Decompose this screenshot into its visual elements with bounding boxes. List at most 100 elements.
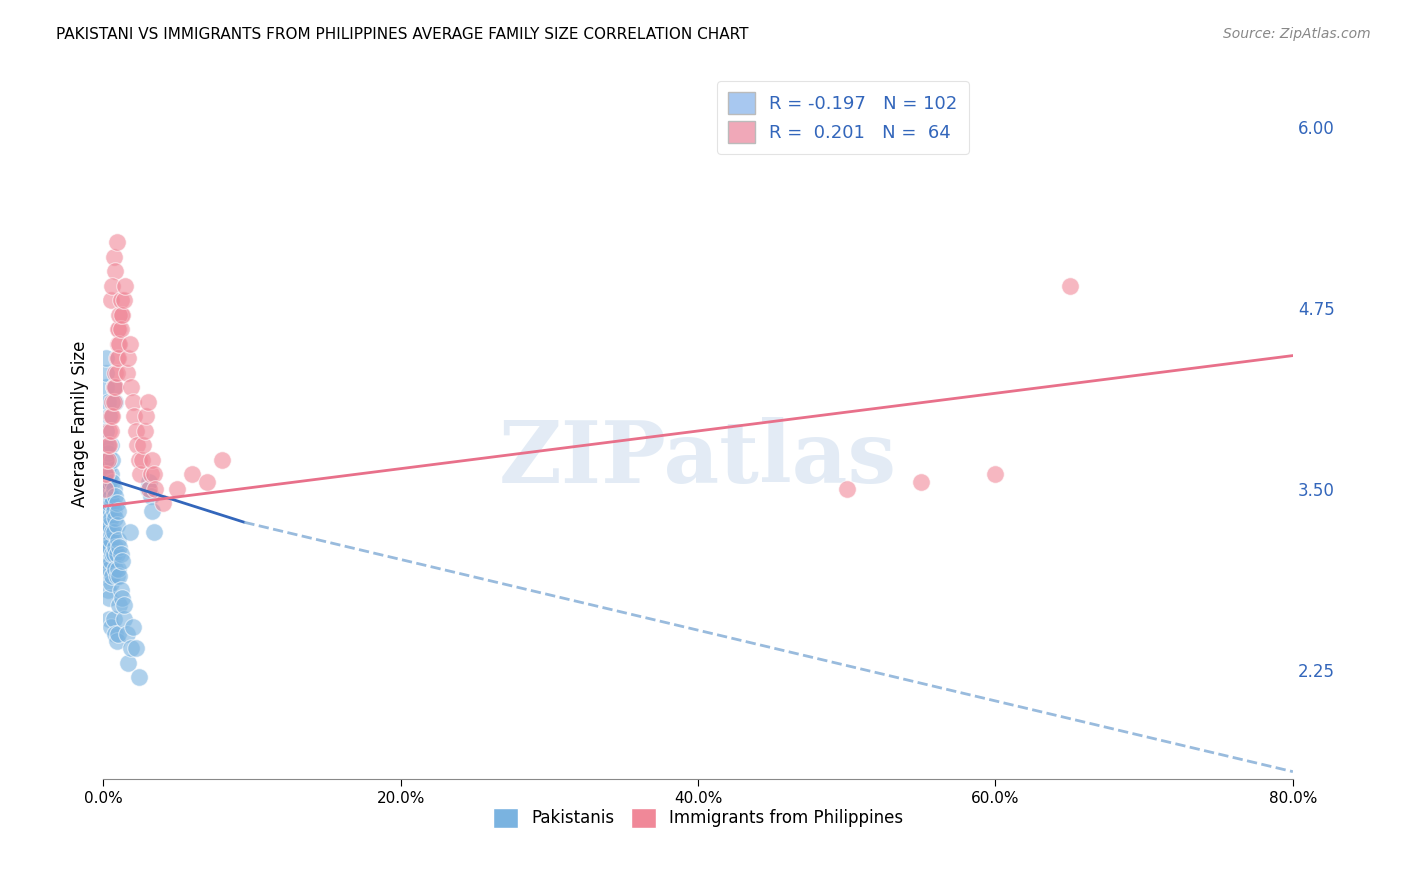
Point <box>100 576 122 591</box>
Point <box>128 453 150 467</box>
Point <box>98 475 121 489</box>
Point <box>128 670 150 684</box>
Point <box>98 562 121 576</box>
Point <box>97 438 120 452</box>
Point <box>120 641 142 656</box>
Point <box>104 380 127 394</box>
Point <box>103 612 125 626</box>
Point <box>103 380 125 394</box>
Point <box>105 235 128 250</box>
Point <box>107 504 129 518</box>
Point <box>111 308 134 322</box>
Point <box>103 395 125 409</box>
Point <box>108 322 131 336</box>
Point <box>136 482 159 496</box>
Point <box>107 322 129 336</box>
Point <box>104 264 127 278</box>
Point <box>108 337 131 351</box>
Point <box>104 395 127 409</box>
Point <box>94 554 117 568</box>
Point <box>100 293 122 308</box>
Point <box>100 438 122 452</box>
Point <box>118 525 141 540</box>
Point <box>104 511 127 525</box>
Point <box>141 453 163 467</box>
Point <box>107 562 129 576</box>
Text: Source: ZipAtlas.com: Source: ZipAtlas.com <box>1223 27 1371 41</box>
Point <box>93 467 115 482</box>
Point <box>122 395 145 409</box>
Point <box>104 489 127 503</box>
Point <box>143 482 166 496</box>
Text: ZIPatlas: ZIPatlas <box>499 417 897 501</box>
Point <box>93 475 115 489</box>
Point <box>118 337 141 351</box>
Point <box>105 569 128 583</box>
Point <box>101 409 124 424</box>
Point <box>93 533 115 547</box>
Point <box>142 467 165 482</box>
Point <box>93 450 115 464</box>
Point <box>97 525 120 540</box>
Point <box>105 351 128 366</box>
Point <box>100 467 122 482</box>
Point <box>112 598 135 612</box>
Point <box>108 540 131 554</box>
Point <box>97 482 120 496</box>
Point <box>94 467 117 482</box>
Point <box>97 583 120 598</box>
Point <box>138 482 160 496</box>
Point <box>195 475 218 489</box>
Point <box>93 540 115 554</box>
Point <box>112 293 135 308</box>
Point <box>211 453 233 467</box>
Point <box>181 467 204 482</box>
Point <box>98 612 121 626</box>
Point <box>112 612 135 626</box>
Point <box>101 475 124 489</box>
Point <box>98 518 121 533</box>
Point <box>105 547 128 561</box>
Point <box>142 525 165 540</box>
Text: PAKISTANI VS IMMIGRANTS FROM PHILIPPINES AVERAGE FAMILY SIZE CORRELATION CHART: PAKISTANI VS IMMIGRANTS FROM PHILIPPINES… <box>56 27 749 42</box>
Point <box>107 351 129 366</box>
Point <box>94 366 117 380</box>
Point <box>94 496 117 510</box>
Point <box>125 641 148 656</box>
Point <box>103 250 125 264</box>
Point <box>108 569 131 583</box>
Point <box>101 395 124 409</box>
Point <box>139 467 162 482</box>
Point <box>94 467 117 482</box>
Point <box>98 424 121 438</box>
Point <box>117 656 139 670</box>
Point <box>100 511 122 525</box>
Point <box>115 627 138 641</box>
Point <box>93 482 115 496</box>
Point <box>124 409 146 424</box>
Point <box>93 518 115 533</box>
Point <box>110 322 132 336</box>
Point <box>98 540 121 554</box>
Point <box>132 438 155 452</box>
Point <box>105 634 128 648</box>
Point <box>166 482 188 496</box>
Point <box>97 540 120 554</box>
Point <box>110 308 132 322</box>
Point <box>122 620 145 634</box>
Point <box>984 467 1007 482</box>
Point <box>138 475 160 489</box>
Point <box>101 279 124 293</box>
Point <box>107 627 129 641</box>
Point <box>97 504 120 518</box>
Point <box>131 453 153 467</box>
Point <box>129 467 152 482</box>
Point <box>100 489 122 503</box>
Point <box>108 598 131 612</box>
Point <box>910 475 932 489</box>
Point <box>103 482 125 496</box>
Point <box>97 569 120 583</box>
Point <box>93 482 115 496</box>
Legend: Pakistanis, Immigrants from Philippines: Pakistanis, Immigrants from Philippines <box>486 801 910 835</box>
Point <box>101 496 124 510</box>
